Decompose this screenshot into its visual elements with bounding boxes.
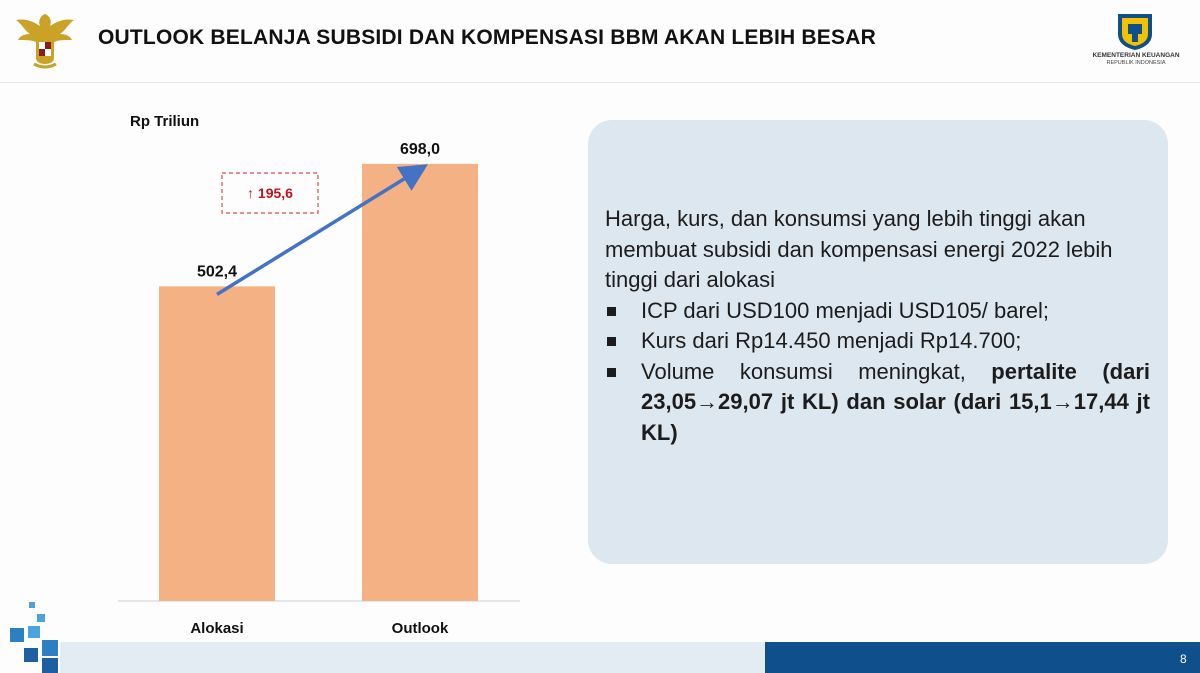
ministry-subtitle: REPUBLIK INDONESIA bbox=[1106, 60, 1166, 66]
bar-alokasi bbox=[159, 286, 275, 601]
increase-arrow bbox=[216, 164, 428, 296]
delta-label: ↑ 195,6 bbox=[247, 185, 293, 201]
bar-chart: Rp Triliun 502,4 698,0 Alokasi Outlook ↑ 1… bbox=[118, 113, 520, 637]
bullet-icp: ICP dari USD100 menjadi USD105/ barel; bbox=[605, 296, 1150, 327]
ministry-name: KEMENTERIAN KEUANGAN bbox=[1092, 52, 1180, 59]
bullet-volume-bold-text: pertalite (dari 23,05→29,07 jt KL) dan s… bbox=[641, 358, 1150, 445]
decor-square bbox=[10, 628, 24, 642]
footer-bar-light bbox=[60, 642, 765, 673]
decor-square bbox=[29, 602, 35, 608]
page-number: 8 bbox=[1180, 652, 1187, 666]
decor-square bbox=[42, 640, 58, 656]
value-label-outlook: 698,0 bbox=[400, 141, 440, 158]
info-text: Harga, kurs, dan konsumsi yang lebih tin… bbox=[605, 204, 1150, 448]
info-box bbox=[588, 120, 1168, 564]
slide-title: OUTLOOK BELANJA SUBSIDI DAN KOMPENSASI B… bbox=[98, 26, 876, 49]
bullet-icp-text: ICP dari USD100 menjadi USD105/ barel; bbox=[641, 297, 1050, 323]
bullet-square-icon bbox=[607, 306, 616, 316]
category-label-outlook: Outlook bbox=[392, 620, 449, 637]
delta-box bbox=[221, 172, 319, 214]
bar-outlook bbox=[362, 163, 478, 601]
chart-unit-label: Rp Triliun bbox=[130, 113, 199, 130]
value-label-alokasi: 502,4 bbox=[197, 263, 237, 280]
bullet-square-icon bbox=[607, 337, 616, 346]
decor-square bbox=[37, 614, 45, 622]
bullet-square-icon bbox=[607, 367, 616, 377]
info-intro: Harga, kurs, dan konsumsi yang lebih tin… bbox=[605, 206, 1113, 292]
bullet-kurs: Kurs dari Rp14.450 menjadi Rp14.700; bbox=[605, 326, 1150, 357]
footer-bar-dark bbox=[765, 642, 1200, 673]
header-divider bbox=[0, 82, 1200, 83]
bullet-volume: Volume konsumsi meningkat, pertalite (da… bbox=[605, 357, 1150, 449]
bullet-list: ICP dari USD100 menjadi USD105/ barel; K… bbox=[605, 296, 1150, 449]
decor-square bbox=[42, 658, 58, 673]
kemenkeu-logo bbox=[1118, 14, 1152, 50]
bullet-volume-text: Volume konsumsi meningkat, bbox=[641, 358, 992, 384]
bullet-kurs-text: Kurs dari Rp14.450 menjadi Rp14.700; bbox=[641, 328, 1022, 353]
garuda-emblem-logo bbox=[16, 14, 74, 69]
category-label-alokasi: Alokasi bbox=[190, 620, 243, 637]
decor-square bbox=[28, 626, 40, 638]
decor-square bbox=[24, 648, 38, 662]
